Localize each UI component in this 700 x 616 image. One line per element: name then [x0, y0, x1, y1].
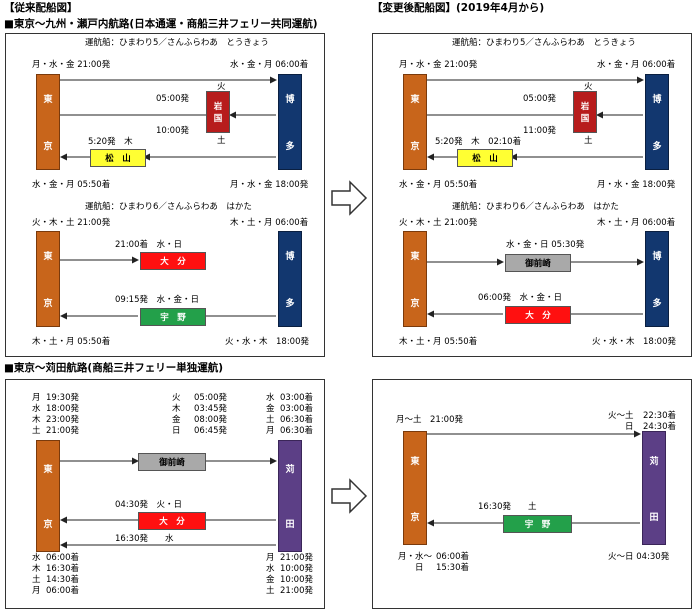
- p4-oita-box: 大 分: [505, 306, 571, 324]
- p1-matsuyama-box: 松 山: [90, 149, 146, 167]
- p6-uno-box: 宇 野: [503, 515, 572, 533]
- p5-b-days-r: 月 水 金 土: [266, 553, 275, 596]
- p5-kanda-bar: 苅田: [278, 440, 302, 552]
- route2-heading: ■東京～苅田航路(商船三井フェリー単独運航): [4, 362, 224, 374]
- p1-ships: 運航船：ひまわり5／さんふらわあ とうきょう: [85, 38, 269, 48]
- p5-arr-days: 水 金 土 月: [266, 393, 275, 436]
- p1-iwakuni-box: 岩国: [206, 91, 230, 133]
- p6-bot-right: 火～日 04:30発: [608, 552, 670, 562]
- p1-tokyo-bar: 東京: [36, 74, 60, 170]
- p2-mat-time: 5:20発 木 02:10着: [435, 137, 522, 147]
- p2-iwakuni-box: 岩国: [573, 91, 597, 133]
- p5-oita-box: 大 分: [138, 512, 206, 530]
- p2-top-right: 水・金・月 06:00着: [597, 60, 676, 70]
- p3-uno-label: 09:15発 水・金・日: [115, 295, 199, 305]
- p4-omaezaki-box: 御前崎: [505, 254, 571, 272]
- p6-tokyo-bar: 東京: [403, 431, 427, 545]
- p6-top-right-days: 火～土 日: [608, 411, 634, 432]
- p1-top-left: 月・水・金 21:00発: [32, 60, 111, 70]
- p1-iw-day2: 土: [217, 136, 226, 146]
- p4-omz-label: 水・金・日 05:30発: [506, 240, 585, 250]
- p5-bottom-label: 16:30発 水: [115, 534, 174, 544]
- p4-top-left: 火・木・土 21:00発: [399, 218, 478, 228]
- p4-oita-label: 06:00発 水・金・日: [478, 293, 562, 303]
- old-plan-heading: 【従来配船図】: [4, 2, 78, 14]
- p4-hakata-bar: 博多: [645, 231, 669, 327]
- p3-bot-left: 木・土・月 05:50着: [32, 337, 111, 347]
- p5-b-days-l: 水 木 土 月: [32, 553, 41, 596]
- transition-arrow-icon: [331, 180, 368, 216]
- p6-bot-left-days: 月・水～ 日: [398, 552, 433, 573]
- p6-top-left: 月～土 21:00発: [396, 415, 463, 425]
- p6-top-right-times: 22:30着 24:30着: [643, 411, 676, 432]
- p3-top-left: 火・木・土 21:00発: [32, 218, 111, 228]
- p3-oita-box: 大 分: [140, 252, 206, 270]
- p1-mat-time: 5:20発 木: [88, 137, 133, 147]
- p5-b-times-l: 06:00着 16:30着 14:30着 06:00着: [46, 553, 79, 596]
- p2-tokyo-bar: 東京: [403, 74, 427, 170]
- p1-bot-left: 水・金・月 05:50着: [32, 180, 111, 190]
- p3-oita-label: 21:00着 水・日: [115, 240, 182, 250]
- p3-hakata-bar: 博多: [278, 231, 302, 327]
- p4-ships: 運航船：ひまわり6／さんふらわあ はかた: [452, 202, 619, 212]
- p1-top-right: 水・金・月 06:00着: [230, 60, 309, 70]
- p2-top-left: 月・水・金 21:00発: [399, 60, 478, 70]
- p5-dep-times: 19:30発 18:00発 23:00発 21:00発: [46, 393, 79, 436]
- p6-uno-label: 16:30発 土: [478, 502, 537, 512]
- p1-hakata-bar: 博多: [278, 74, 302, 170]
- p1-iw-time1: 05:00発: [156, 94, 189, 104]
- p6-kanda-bar: 苅田: [642, 431, 666, 545]
- p4-tokyo-bar: 東京: [403, 231, 427, 327]
- p2-iw-time2: 11:00発: [523, 126, 556, 136]
- p5-arr-times: 03:00着 03:00着 06:30着 06:30着: [280, 393, 313, 436]
- p2-matsuyama-box: 松 山: [457, 149, 513, 167]
- p2-iw-day2: 土: [584, 136, 593, 146]
- p5-mid-days: 火 木 金 日: [172, 393, 181, 436]
- transition-arrow-icon: [331, 478, 368, 514]
- p5-tokyo-bar: 東京: [36, 440, 60, 552]
- p5-b-times-r: 21:00発 10:00発 10:00発 21:00発: [280, 553, 313, 596]
- p1-iw-day1: 火: [217, 82, 226, 92]
- p3-ships: 運航船：ひまわり6／さんふらわあ はかた: [85, 202, 252, 212]
- p2-ships: 運航船：ひまわり5／さんふらわあ とうきょう: [452, 38, 636, 48]
- p2-hakata-bar: 博多: [645, 74, 669, 170]
- p1-iw-time2: 10:00発: [156, 126, 189, 136]
- new-plan-heading: 【変更後配船図】(2019年4月から): [372, 2, 545, 14]
- p2-iw-day1: 火: [584, 82, 593, 92]
- p2-iw-time1: 05:00発: [523, 94, 556, 104]
- route1-heading: ■東京～九州・瀬戸内航路(日本通運・商船三井フェリー共同運航): [4, 18, 318, 30]
- p1-bot-right: 月・水・金 18:00発: [230, 180, 309, 190]
- p3-tokyo-bar: 東京: [36, 231, 60, 327]
- p5-oita-label: 04:30発 火・日: [115, 500, 182, 510]
- p4-top-right: 木・土・月 06:00着: [597, 218, 676, 228]
- p3-top-right: 木・土・月 06:00着: [230, 218, 309, 228]
- p4-bot-left: 木・土・月 05:50着: [399, 337, 478, 347]
- p4-bot-right: 火・水・木 18:00発: [592, 337, 676, 347]
- p3-bot-right: 火・水・木 18:00発: [225, 337, 309, 347]
- p3-uno-box: 宇 野: [140, 308, 206, 326]
- p5-dep-days: 月 水 木 土: [32, 393, 41, 436]
- p2-bot-right: 月・水・金 18:00発: [597, 180, 676, 190]
- p6-bot-left-times: 06:00着 15:30着: [436, 552, 469, 573]
- p5-omaezaki-box: 御前崎: [138, 453, 206, 471]
- p5-mid-times: 05:00発 03:45発 08:00発 06:45発: [194, 393, 227, 436]
- p2-bot-left: 水・金・月 05:50着: [399, 180, 478, 190]
